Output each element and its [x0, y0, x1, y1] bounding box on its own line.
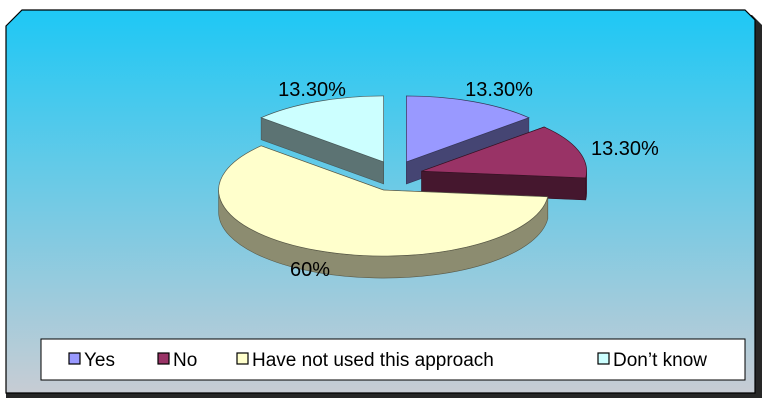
legend-swatch: [157, 352, 170, 365]
legend-item: Don’t know: [597, 350, 707, 371]
legend-swatch: [597, 352, 610, 365]
pie-slices: [218, 95, 587, 279]
legend-swatch: [236, 352, 249, 365]
data-label-3: 60%: [290, 259, 330, 281]
legend-item: No: [157, 350, 197, 371]
pie-slice-have-not-used-this-approach: [218, 145, 549, 279]
legend-label: No: [173, 350, 197, 371]
data-label-2: 13.30%: [591, 138, 659, 160]
legend-item: Yes: [68, 350, 115, 371]
legend-swatch: [68, 352, 81, 365]
data-label-4: 13.30%: [278, 79, 346, 101]
legend-label: Yes: [84, 350, 115, 371]
data-labels: 13.30% 13.30% 60% 13.30%: [278, 79, 659, 281]
legend-label: Have not used this approach: [252, 350, 494, 371]
legend-label: Don’t know: [613, 350, 707, 371]
data-label-1: 13.30%: [465, 79, 533, 101]
legend: Yes No Have not used this approach Don’t kn…: [68, 350, 707, 371]
pie-slice-don-t-know: [260, 95, 384, 185]
pie-slice-no: [421, 126, 587, 201]
legend-item: Have not used this approach: [236, 350, 494, 371]
